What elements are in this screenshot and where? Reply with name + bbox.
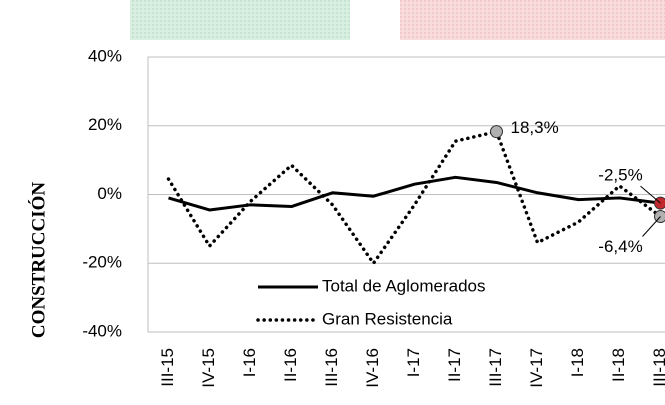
y-tick-label: 0%	[97, 184, 122, 203]
decor-red	[400, 0, 665, 40]
x-tick-label: III-17	[486, 348, 505, 387]
data-label: -2,5%	[598, 166, 642, 185]
data-label: 18,3%	[511, 118, 559, 137]
x-tick-label: I-18	[568, 348, 587, 377]
point-marker	[654, 210, 665, 223]
leader-line	[640, 185, 661, 204]
series-line	[168, 175, 661, 212]
decor-green	[130, 0, 350, 40]
x-tick-label: IV-15	[199, 348, 218, 388]
y-tick-label: 40%	[88, 46, 122, 65]
y-tick-label: -40%	[82, 321, 122, 340]
x-tick-label: I-17	[404, 348, 423, 377]
x-tick-label: II-16	[281, 348, 300, 382]
x-tick-label: III-15	[158, 348, 177, 387]
y-tick-label: 20%	[88, 115, 122, 134]
y-axis-label: CONSTRUCCIÓN	[27, 182, 49, 339]
x-tick-label: I-16	[240, 348, 259, 377]
x-tick-label: IV-17	[527, 348, 546, 388]
point-marker	[490, 125, 503, 139]
x-tick-label: IV-16	[363, 348, 382, 388]
x-tick-label: III-18	[650, 348, 665, 387]
x-tick-label: II-17	[445, 348, 464, 382]
y-tick-label: -20%	[82, 253, 122, 272]
x-tick-label: III-16	[322, 348, 341, 387]
series-line	[166, 129, 663, 265]
legend-label: Total de Aglomerados	[322, 276, 486, 295]
legend-label: Gran Resistencia	[322, 309, 453, 328]
leader-line	[642, 216, 661, 237]
x-tick-label: II-18	[609, 348, 628, 382]
data-label: -6,4%	[598, 237, 642, 256]
